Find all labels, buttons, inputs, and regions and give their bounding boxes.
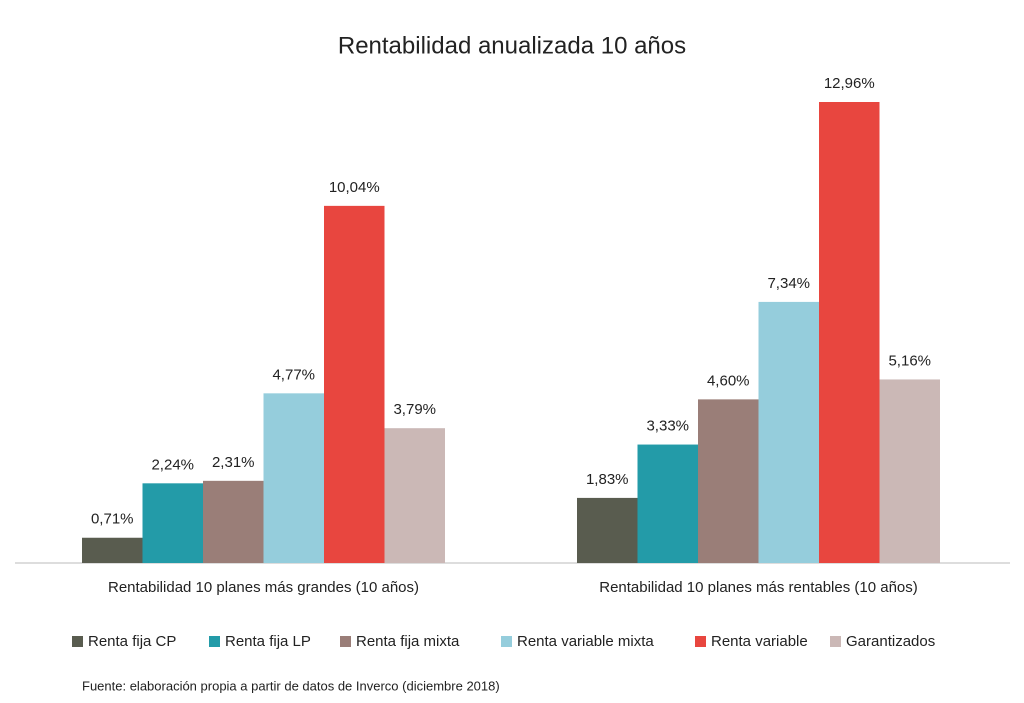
data-label: 4,60% — [707, 372, 750, 389]
bar — [384, 428, 445, 563]
chart-title: Rentabilidad anualizada 10 años — [338, 32, 686, 59]
data-label: 3,79% — [393, 401, 436, 418]
data-label: 2,24% — [151, 456, 194, 473]
bar — [82, 537, 143, 563]
x-tick-label: Rentabilidad 10 planes más rentables (10… — [599, 579, 918, 596]
data-label: 12,96% — [824, 75, 875, 92]
data-label: 7,34% — [767, 275, 810, 292]
legend-marker — [695, 636, 706, 647]
bar — [263, 393, 324, 563]
legend-marker — [830, 636, 841, 647]
source-note: Fuente: elaboración propia a partir de d… — [82, 678, 500, 693]
legend-label: Renta variable — [711, 633, 808, 650]
data-label: 1,83% — [586, 471, 629, 488]
bar — [637, 444, 698, 563]
legend-marker — [340, 636, 351, 647]
data-label: 0,71% — [91, 511, 134, 528]
data-label: 3,33% — [646, 418, 689, 435]
bar — [577, 497, 638, 563]
legend-label: Renta variable mixta — [517, 633, 654, 650]
bar — [203, 480, 264, 563]
legend-marker — [501, 636, 512, 647]
legend-label: Renta fija CP — [88, 633, 176, 650]
bar — [142, 483, 203, 563]
legend-label: Garantizados — [846, 633, 935, 650]
legend-label: Renta fija LP — [225, 633, 311, 650]
bar — [819, 102, 880, 563]
bar — [698, 399, 759, 563]
data-label: 5,16% — [888, 352, 931, 369]
legend-marker — [72, 636, 83, 647]
data-label: 4,77% — [272, 366, 315, 383]
data-label: 2,31% — [212, 454, 255, 471]
bar — [758, 301, 819, 563]
legend-label: Renta fija mixta — [356, 633, 460, 650]
bar — [324, 205, 385, 563]
legend-marker — [209, 636, 220, 647]
bar — [879, 379, 940, 563]
x-tick-label: Rentabilidad 10 planes más grandes (10 a… — [108, 579, 419, 596]
data-label: 10,04% — [329, 179, 380, 196]
